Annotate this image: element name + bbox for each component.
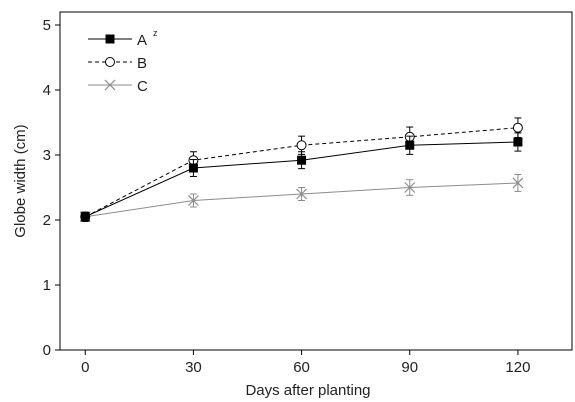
legend-label: A: [137, 32, 147, 49]
legend-marker: [105, 57, 115, 67]
marker-stroke: [296, 188, 308, 200]
y-axis-title: Globe width (cm): [12, 124, 29, 237]
marker-stroke: [404, 182, 416, 193]
series-layer: [79, 117, 524, 223]
x-tick-label: 120: [505, 359, 530, 376]
y-tick-label: 5: [43, 17, 51, 34]
marker-stroke: [104, 79, 116, 91]
legend-marker: [104, 79, 116, 91]
data-point: [296, 140, 307, 151]
legend-marker: [105, 34, 115, 44]
data-point: [188, 163, 198, 173]
data-point: [404, 182, 416, 193]
x-tick-label: 90: [401, 359, 418, 376]
marker-stroke: [512, 177, 524, 189]
legend-superscript: z: [153, 28, 158, 38]
data-point: [297, 155, 307, 165]
legend-item-c: C: [88, 78, 148, 95]
y-axis: 0 1 2 3 4 5: [43, 17, 60, 359]
data-point: [512, 122, 523, 133]
legend-label: B: [137, 55, 147, 72]
data-point: [405, 140, 415, 150]
y-tick-label: 0: [43, 342, 51, 359]
data-point: [296, 188, 308, 200]
x-tick-label: 0: [81, 359, 89, 376]
y-tick-label: 3: [43, 147, 51, 164]
y-tick-label: 1: [43, 277, 51, 294]
data-point: [80, 212, 90, 222]
y-tick-label: 2: [43, 212, 51, 229]
y-tick-label: 4: [43, 82, 51, 99]
plot-frame: [59, 11, 573, 351]
x-tick-label: 60: [293, 359, 310, 376]
data-point: [187, 195, 199, 206]
series-a: [80, 132, 523, 222]
series-b: [80, 117, 523, 222]
series-c: [79, 174, 524, 223]
x-axis: 0 30 60 90 120: [81, 350, 530, 376]
x-axis-title: Days after planting: [245, 382, 370, 399]
x-tick-label: 30: [185, 359, 202, 376]
data-point: [512, 177, 524, 189]
legend-label: C: [137, 78, 148, 95]
marker-stroke: [187, 195, 199, 206]
legend-item-b: B: [88, 55, 147, 72]
data-point: [513, 137, 523, 147]
